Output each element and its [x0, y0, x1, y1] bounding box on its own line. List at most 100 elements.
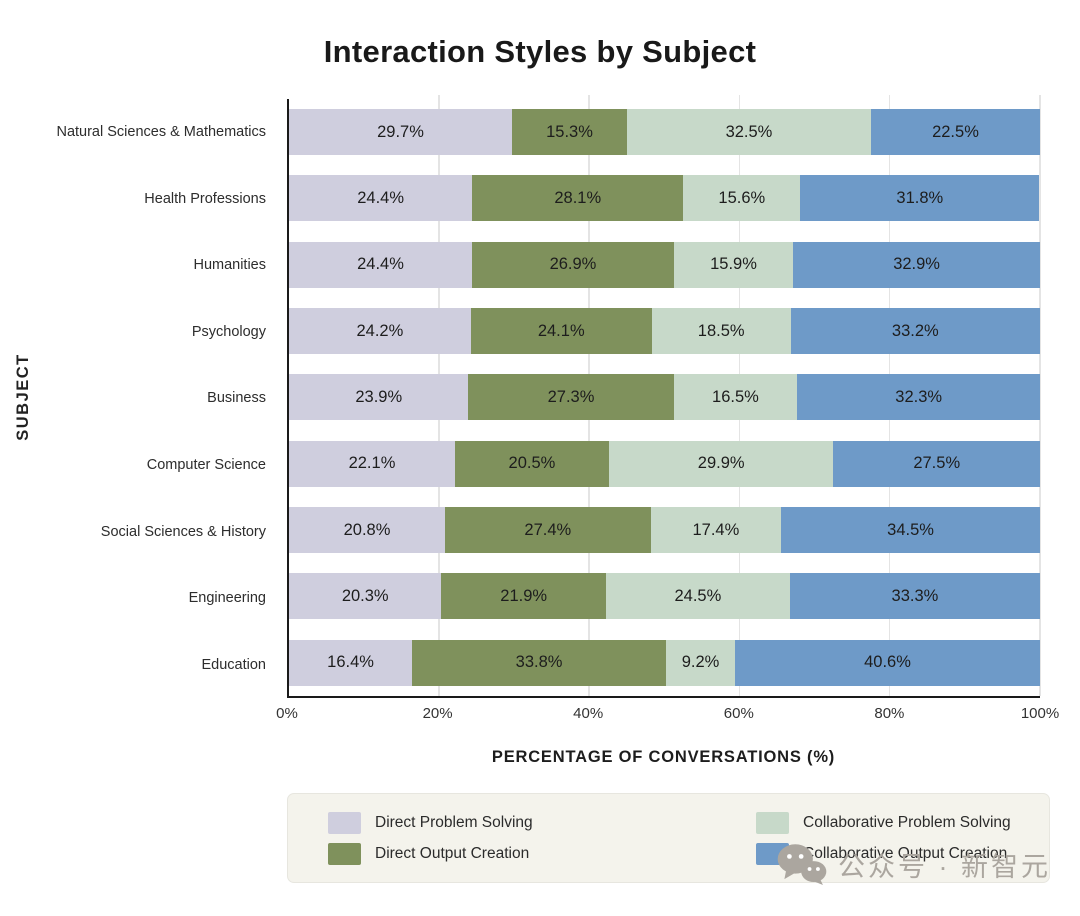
wechat-icon	[776, 843, 828, 885]
bar-value-label: 29.7%	[377, 122, 424, 141]
bar-segment-direct-output-creation: 20.5%	[454, 440, 609, 487]
bar-value-label: 29.9%	[697, 454, 745, 473]
bar-segment-direct-problem-solving: 20.3%	[289, 573, 442, 620]
watermark: 公众号 · 新智元	[776, 843, 1051, 885]
bar-row-psychology: 24.2% 24.1% 18.5% 33.2%	[289, 308, 1040, 355]
bar-segment-direct-output-creation: 24.1%	[470, 308, 652, 355]
bar-segment-direct-problem-solving: 24.4%	[289, 175, 473, 222]
y-label-humanities: Humanities	[193, 257, 266, 274]
chart-title: Interaction Styles by Subject	[323, 34, 757, 69]
bar-value-label: 24.4%	[357, 255, 404, 274]
bar-value-label: 21.9%	[500, 586, 548, 605]
bar-value-label: 33.3%	[891, 586, 939, 605]
bar-segment-direct-output-creation: 26.9%	[472, 241, 674, 288]
bar-row-education: 16.4% 33.8% 9.2% 40.6%	[289, 639, 1040, 686]
bar-value-label: 32.9%	[893, 255, 940, 274]
bar-segment-collaborative-output-creation: 40.6%	[735, 639, 1040, 686]
bar-value-label: 22.5%	[932, 122, 979, 141]
y-label-psychology: Psychology	[191, 323, 266, 340]
bar-row-business: 23.9% 27.3% 16.5% 32.3%	[289, 374, 1040, 421]
bar-segment-collaborative-problem-solving: 29.9%	[608, 440, 834, 487]
bar-value-label: 24.2%	[356, 321, 404, 340]
bar-segment-collaborative-problem-solving: 16.5%	[673, 374, 798, 421]
watermark-text: 公众号 · 新智元	[838, 851, 1051, 882]
bar-segment-collaborative-problem-solving: 15.6%	[683, 175, 801, 222]
bar-value-label: 22.1%	[348, 454, 396, 473]
bar-rows: 29.7% 15.3% 32.5% 22.5% 24.4% 28.1% 15.6% 31.8%…	[289, 99, 1041, 696]
bar-value-label: 34.5%	[887, 520, 934, 539]
legend-label: Direct Problem Solving	[375, 813, 533, 831]
bar-value-label: 27.4%	[524, 520, 572, 539]
legend-item: Direct Output Creation	[328, 842, 756, 865]
y-label-natural-sciences-mathematics: Natural Sciences & Mathematics	[56, 124, 266, 141]
bar-segment-direct-problem-solving: 24.2%	[289, 308, 471, 355]
bar-segment-direct-output-creation: 27.4%	[445, 507, 651, 554]
legend-label: Direct Output Creation	[375, 844, 530, 862]
bar-segment-collaborative-problem-solving: 17.4%	[650, 507, 782, 554]
bar-value-label: 16.5%	[712, 387, 759, 406]
bar-segment-direct-problem-solving: 24.4%	[289, 241, 473, 288]
legend-label: Collaborative Output Creation	[803, 844, 1008, 862]
bar-segment-direct-output-creation: 27.3%	[468, 374, 674, 421]
x-axis-tick-labels: 0% 20% 40% 60% 80% 100%	[276, 705, 1059, 725]
bar-value-label: 24.1%	[537, 321, 585, 340]
y-label-health-professions: Health Professions	[144, 190, 266, 207]
bar-value-label: 33.2%	[891, 321, 939, 340]
bar-segment-collaborative-output-creation: 31.8%	[800, 175, 1040, 222]
x-tick-label-100: 100%	[1020, 705, 1060, 722]
bar-segment-collaborative-problem-solving: 18.5%	[651, 308, 791, 355]
bar-segment-direct-output-creation: 28.1%	[472, 175, 684, 222]
bar-value-label: 15.6%	[718, 188, 766, 207]
legend-item: Direct Problem Solving	[328, 811, 756, 834]
y-label-business: Business	[207, 390, 266, 407]
bar-value-label: 23.9%	[355, 387, 403, 406]
bar-value-label: 28.1%	[554, 188, 602, 207]
bar-segment-collaborative-output-creation: 22.5%	[871, 109, 1040, 156]
bar-value-label: 26.9%	[549, 255, 597, 274]
bar-segment-direct-output-creation: 33.8%	[412, 639, 666, 686]
x-tick-label-20: 20%	[422, 705, 453, 722]
bar-segment-collaborative-problem-solving: 24.5%	[605, 573, 790, 620]
bar-value-label: 20.8%	[343, 520, 391, 539]
bar-value-label: 20.5%	[508, 454, 556, 473]
bar-value-label: 32.5%	[725, 122, 773, 141]
bar-segment-direct-problem-solving: 20.8%	[289, 507, 446, 554]
bar-value-label: 24.5%	[674, 586, 722, 605]
bar-segment-collaborative-output-creation: 33.3%	[789, 573, 1040, 620]
x-axis-title: PERCENTAGE OF CONVERSATIONS (%)	[491, 748, 836, 766]
x-tick-label-60: 60%	[723, 705, 754, 722]
bar-value-label: 16.4%	[327, 653, 374, 672]
bar-value-label: 9.2%	[681, 653, 720, 672]
bar-segment-collaborative-output-creation: 32.9%	[793, 241, 1041, 288]
bar-row-humanities: 24.4% 26.9% 15.9% 32.9%	[289, 241, 1041, 288]
bar-row-engineering: 20.3% 21.9% 24.5% 33.3%	[289, 573, 1040, 620]
legend-swatch-collaborative-problem-solving	[756, 811, 789, 834]
bar-row-health-professions: 24.4% 28.1% 15.6% 31.8%	[289, 175, 1040, 222]
bar-value-label: 15.3%	[546, 122, 593, 141]
x-tick-label-80: 80%	[874, 705, 905, 722]
bar-row-computer-science: 22.1% 20.5% 29.9% 27.5%	[289, 440, 1040, 487]
legend-swatch-direct-output-creation	[328, 842, 361, 865]
bar-segment-direct-problem-solving: 16.4%	[289, 639, 413, 686]
bar-segment-collaborative-output-creation: 32.3%	[797, 374, 1040, 421]
bar-segment-direct-problem-solving: 23.9%	[289, 374, 469, 421]
bar-segment-collaborative-problem-solving: 9.2%	[665, 639, 736, 686]
y-label-education: Education	[201, 656, 267, 673]
bar-value-label: 33.8%	[515, 653, 563, 672]
plot-area: 29.7% 15.3% 32.5% 22.5% 24.4% 28.1% 15.6% 31.8%…	[287, 95, 1041, 698]
bar-value-label: 18.5%	[697, 321, 745, 340]
bar-segment-collaborative-problem-solving: 15.9%	[673, 241, 794, 288]
y-label-computer-science: Computer Science	[146, 457, 266, 473]
bar-value-label: 15.9%	[710, 255, 757, 274]
bar-value-label: 24.4%	[357, 188, 405, 207]
y-label-engineering: Engineering	[188, 590, 266, 607]
y-label-social-sciences-history: Social Sciences & History	[100, 523, 266, 540]
legend: Direct Problem Solving Direct Output Cre…	[287, 793, 1050, 883]
bar-row-natural-sciences-mathematics: 29.7% 15.3% 32.5% 22.5%	[289, 109, 1040, 156]
legend-swatch-direct-problem-solving	[328, 811, 361, 834]
bar-value-label: 32.3%	[895, 387, 943, 406]
bar-value-label: 20.3%	[341, 586, 389, 605]
bar-value-label: 40.6%	[864, 653, 911, 672]
bar-segment-direct-problem-solving: 29.7%	[289, 109, 513, 156]
bar-value-label: 17.4%	[692, 520, 740, 539]
